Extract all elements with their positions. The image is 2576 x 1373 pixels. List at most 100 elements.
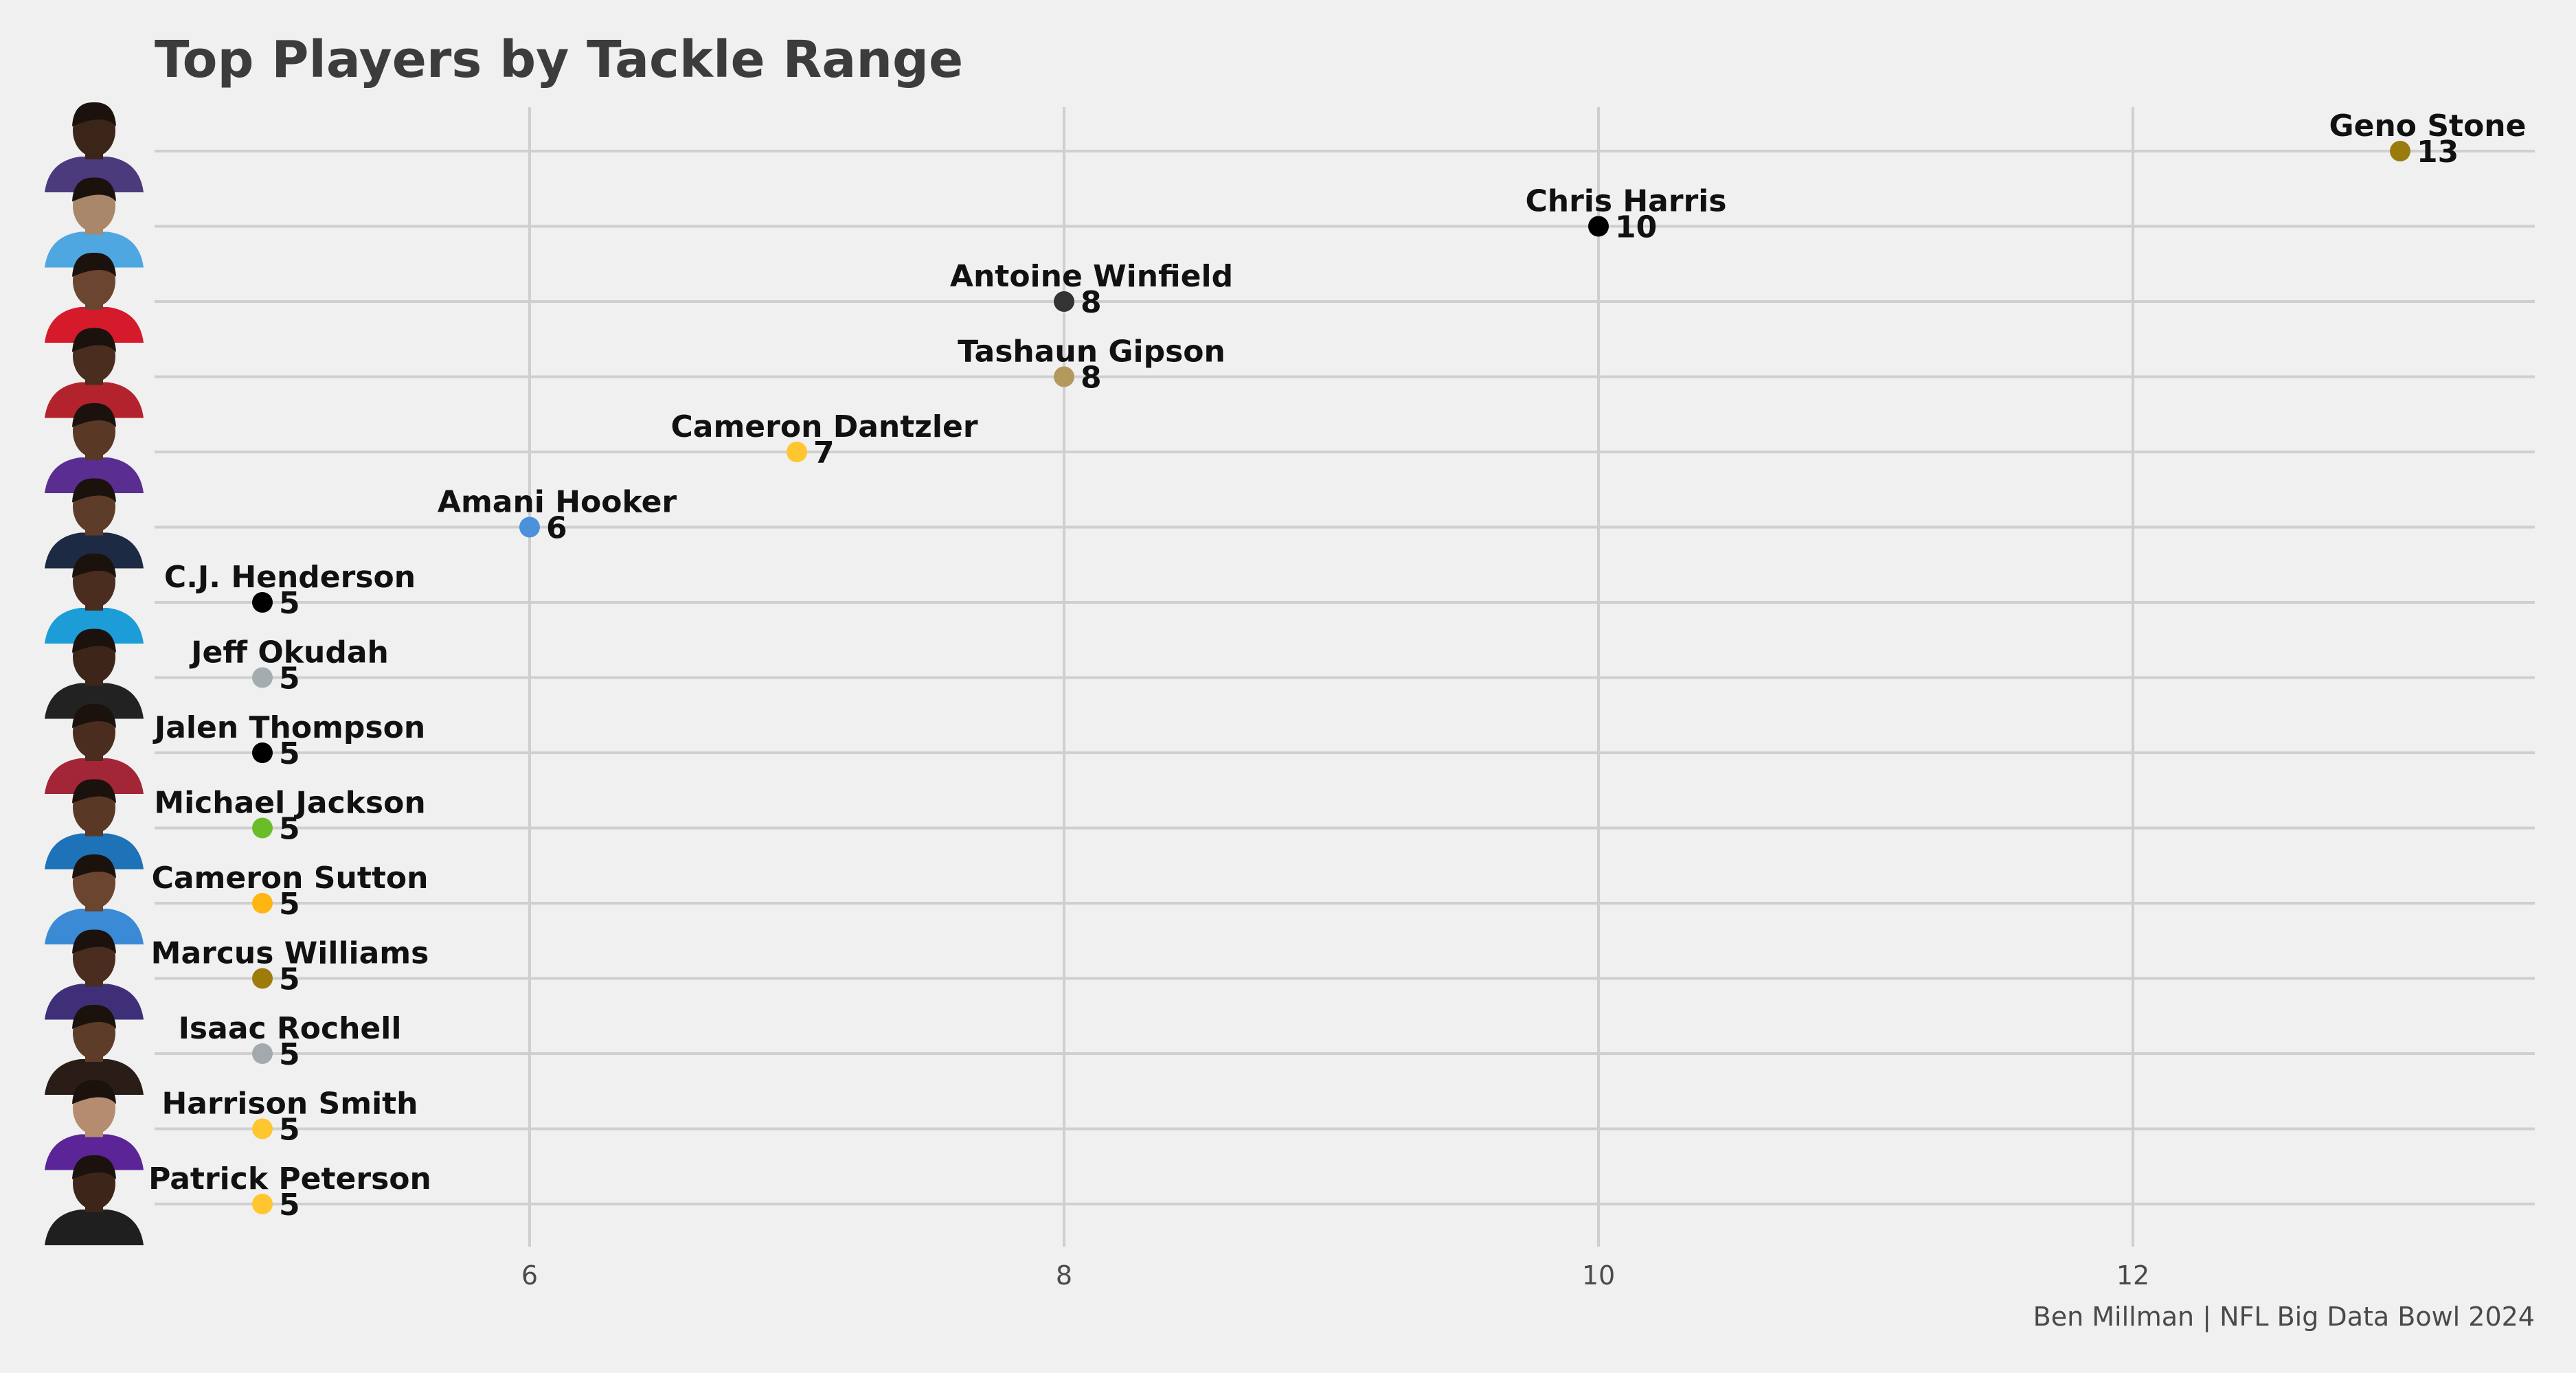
- headshot-chris-harris: [45, 177, 144, 268]
- value-label-antoine-winfield: 8: [1081, 285, 1102, 320]
- headshot-hair: [72, 1080, 116, 1104]
- x-tick-label-6: 6: [521, 1260, 538, 1291]
- value-label-amani-hooker: 6: [546, 511, 567, 546]
- chart-caption: Ben Millman | NFL Big Data Bowl 2024: [2033, 1302, 2535, 1332]
- headshot-hair: [72, 1155, 116, 1179]
- point-cameron-dantzler: [787, 442, 807, 462]
- x-tick-label-8: 8: [1056, 1260, 1072, 1291]
- headshot-hair: [72, 402, 116, 427]
- point-jeff-okudah: [252, 667, 273, 688]
- headshot-jersey: [45, 1059, 144, 1095]
- headshot-jersey: [45, 231, 144, 268]
- headshot-jersey: [45, 833, 144, 870]
- headshot-hair: [72, 854, 116, 878]
- value-label-isaac-rochell: 5: [279, 1037, 300, 1072]
- player-name-labels: Geno Stone Chris Harris Antoine Winfield Ta…: [148, 109, 2526, 1196]
- headshot-geno-stone: [45, 102, 144, 192]
- name-label-jalen-thompson: Jalen Thompson: [152, 710, 425, 745]
- name-label-patrick-peterson: Patrick Peterson: [148, 1161, 431, 1196]
- headshot-marcus-williams: [45, 929, 144, 1020]
- headshot-hair: [72, 553, 116, 578]
- headshot-jersey: [45, 909, 144, 944]
- point-antoine-winfield: [1054, 291, 1074, 312]
- headshot-jersey: [45, 984, 144, 1020]
- name-label-c-j-henderson: C.J. Henderson: [164, 560, 416, 595]
- headshot-hair: [72, 328, 116, 352]
- headshot-jersey: [45, 457, 144, 493]
- headshot-hair: [72, 478, 116, 503]
- value-label-jeff-okudah: 5: [279, 661, 300, 696]
- name-label-geno-stone: Geno Stone: [2329, 109, 2527, 144]
- point-harrison-smith: [252, 1118, 273, 1139]
- headshot-antoine-winfield: [45, 252, 144, 343]
- headshot-michael-jackson: [45, 779, 144, 870]
- headshot-hair: [72, 252, 116, 277]
- headshot-jersey: [45, 1134, 144, 1170]
- headshot-jersey: [45, 157, 144, 192]
- name-label-isaac-rochell: Isaac Rochell: [179, 1011, 402, 1046]
- headshot-hair: [72, 1004, 116, 1029]
- point-michael-jackson: [252, 817, 273, 839]
- headshot-hair: [72, 929, 116, 954]
- value-label-michael-jackson: 5: [279, 812, 300, 847]
- name-label-amani-hooker: Amani Hooker: [438, 485, 677, 520]
- headshot-tashaun-gipson: [45, 328, 144, 418]
- value-label-chris-harris: 10: [1615, 210, 1657, 245]
- name-label-michael-jackson: Michael Jackson: [154, 786, 425, 821]
- value-label-c-j-henderson: 5: [279, 586, 300, 621]
- point-chris-harris: [1588, 216, 1609, 237]
- point-c-j-henderson: [252, 592, 273, 613]
- name-label-chris-harris: Chris Harris: [1525, 184, 1726, 219]
- name-label-jeff-okudah: Jeff Okudah: [189, 635, 389, 670]
- headshot-jersey: [45, 532, 144, 569]
- value-label-cameron-dantzler: 7: [813, 435, 835, 470]
- horizontal-gridlines: [155, 150, 2535, 1205]
- name-label-harrison-smith: Harrison Smith: [161, 1087, 418, 1122]
- value-label-marcus-williams: 5: [279, 962, 300, 997]
- headshot-hair: [72, 703, 116, 728]
- headshot-patrick-peterson: [45, 1155, 144, 1245]
- point-patrick-peterson: [252, 1194, 273, 1214]
- headshot-harrison-smith: [45, 1080, 144, 1170]
- point-marcus-williams: [252, 968, 273, 989]
- headshot-cameron-sutton: [45, 854, 144, 944]
- chart-title: Top Players by Tackle Range: [155, 30, 963, 89]
- headshot-c-j-henderson: [45, 553, 144, 644]
- headshot-hair: [72, 628, 116, 653]
- name-label-cameron-sutton: Cameron Sutton: [152, 861, 429, 896]
- headshot-jersey: [45, 608, 144, 644]
- headshot-jersey: [45, 307, 144, 343]
- headshot-amani-hooker: [45, 478, 144, 569]
- value-label-geno-stone: 13: [2417, 135, 2459, 170]
- headshot-jeff-okudah: [45, 628, 144, 719]
- point-isaac-rochell: [252, 1043, 273, 1064]
- headshot-isaac-rochell: [45, 1004, 144, 1095]
- point-amani-hooker: [519, 517, 540, 538]
- value-label-tashaun-gipson: 8: [1081, 361, 1102, 396]
- point-tashaun-gipson: [1054, 366, 1074, 387]
- x-tick-label-12: 12: [2116, 1260, 2149, 1291]
- headshot-jersey: [45, 382, 144, 418]
- x-tick-label-10: 10: [1582, 1260, 1615, 1291]
- headshot-jalen-thompson: [45, 703, 144, 794]
- value-label-cameron-sutton: 5: [279, 887, 300, 922]
- value-label-patrick-peterson: 5: [279, 1188, 300, 1223]
- x-axis-tick-labels: 6 8 10 12: [521, 1260, 2149, 1291]
- point-cameron-sutton: [252, 893, 273, 914]
- value-labels: 13 10 8 8 7 6 5 5 5 5 5 5 5 5 5: [279, 135, 2459, 1223]
- headshot-jersey: [45, 683, 144, 719]
- value-label-harrison-smith: 5: [279, 1113, 300, 1148]
- player-headshots: [45, 102, 144, 1245]
- point-jalen-thompson: [252, 742, 273, 763]
- name-label-cameron-dantzler: Cameron Dantzler: [670, 409, 978, 444]
- value-label-jalen-thompson: 5: [279, 736, 300, 771]
- headshot-jersey: [45, 758, 144, 794]
- headshot-hair: [72, 177, 116, 202]
- name-label-tashaun-gipson: Tashaun Gipson: [958, 334, 1225, 370]
- name-label-antoine-winfield: Antoine Winfield: [950, 259, 1233, 294]
- headshot-cameron-dantzler: [45, 402, 144, 493]
- point-geno-stone: [2390, 141, 2410, 161]
- headshot-hair: [72, 102, 116, 126]
